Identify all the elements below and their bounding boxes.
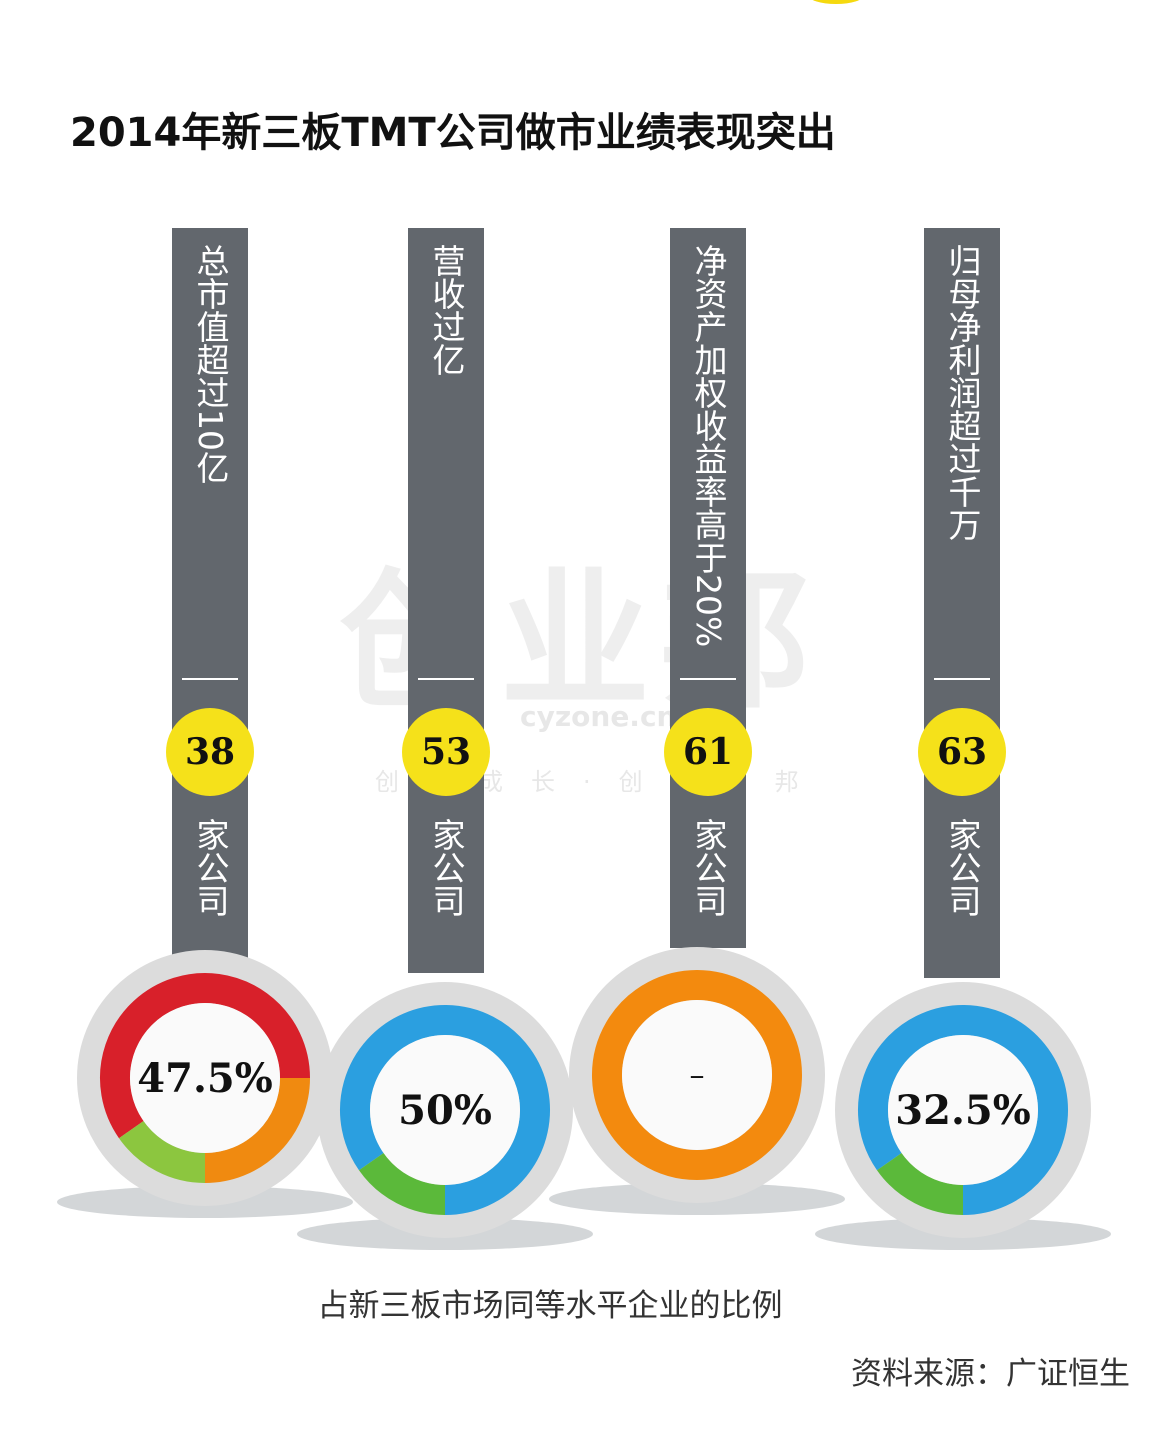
category-label: 总市值超过10亿 [191,244,230,484]
ring-segment [100,973,310,1139]
percentage-label: 47.5% [137,1054,273,1102]
percentage-label: 50% [398,1086,492,1134]
donut-ring: 50% [297,962,593,1258]
category-bar: 归母净利润超过千万 63 家公司 [918,228,1006,978]
watermark-site: cyzone.cn [520,700,677,733]
category-label: 净资产加权收益率高于20% [689,244,728,648]
unit-label: 家公司 [689,818,728,917]
chart-caption: 占新三板市场同等水平企业的比例 [317,1288,783,1324]
percentage-label: 32.5% [895,1086,1031,1134]
category-bar: 净资产加权收益率高于20% 61 家公司 [664,228,752,948]
category-bar: 总市值超过10亿 38 家公司 [166,228,254,958]
ring-center [130,1003,280,1153]
unit-label: 家公司 [191,818,230,917]
ring-segment [358,1152,446,1215]
count-badge: 38 [166,708,254,796]
ring-center [888,1035,1038,1185]
ring-segment [858,1005,1068,1215]
unit-label: 家公司 [427,818,466,917]
divider [680,678,736,680]
page-title: 2014年新三板TMT公司做市业绩表现突出 [70,110,836,156]
ring-segment [340,1005,550,1215]
donut-ring: – [549,927,845,1223]
decorative-yellow-shape [808,0,864,4]
percentage-label: – [689,1057,705,1093]
ring-segment [592,970,802,1180]
donut-ring: 47.5% [57,930,353,1226]
category-bar: 营收过亿 53 家公司 [402,228,490,973]
donut-ring: 32.5% [815,962,1111,1258]
divider [934,678,990,680]
category-label: 营收过亿 [427,244,466,376]
ring-segment [876,1152,964,1215]
divider [418,678,474,680]
ring-center [622,1000,772,1150]
count-badge: 53 [402,708,490,796]
unit-label: 家公司 [943,818,982,917]
ring-center [370,1035,520,1185]
count-badge: 63 [918,708,1006,796]
ring-segment [118,1120,206,1183]
category-label: 归母净利润超过千万 [943,244,982,541]
count-badge: 61 [664,708,752,796]
ring-segment [204,1077,310,1183]
divider [182,678,238,680]
source-note: 资料来源：广证恒生 [851,1356,1130,1392]
